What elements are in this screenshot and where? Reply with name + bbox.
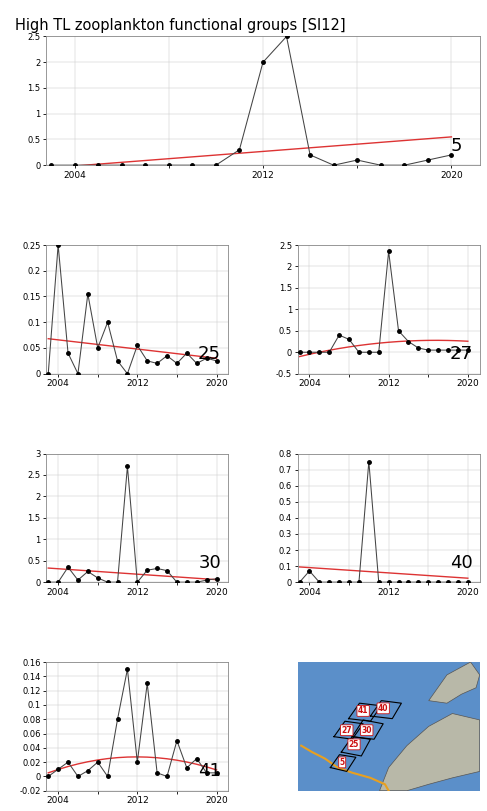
Text: 41: 41 [198, 762, 221, 780]
Text: 30: 30 [361, 726, 372, 735]
Polygon shape [379, 714, 480, 791]
Text: 41: 41 [358, 706, 368, 715]
Text: 5: 5 [451, 137, 462, 155]
Text: 40: 40 [450, 554, 472, 572]
Polygon shape [429, 662, 480, 703]
Text: 5: 5 [339, 758, 345, 767]
Text: 27: 27 [450, 345, 472, 363]
Text: 40: 40 [378, 704, 389, 713]
Text: 27: 27 [341, 726, 352, 735]
Text: 30: 30 [198, 554, 221, 572]
Text: 25: 25 [198, 345, 221, 363]
Text: High TL zooplankton functional groups [SI12]: High TL zooplankton functional groups [S… [15, 18, 345, 32]
Text: 25: 25 [349, 740, 359, 749]
